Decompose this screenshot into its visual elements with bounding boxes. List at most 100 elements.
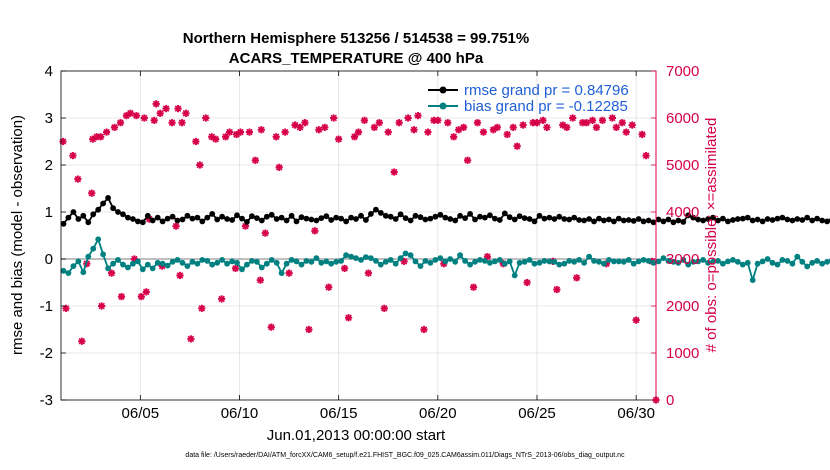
- obs-point: [196, 161, 204, 169]
- rmse-point: [492, 215, 498, 222]
- obs-point: [642, 152, 650, 160]
- bias-point: [487, 259, 493, 266]
- obs-point: [592, 123, 601, 131]
- bias-point: [576, 257, 582, 263]
- bias-point: [754, 260, 761, 267]
- obs-point: [582, 119, 591, 127]
- x-tick-label: 06/30: [617, 405, 655, 422]
- bias-point: [209, 261, 216, 268]
- bias-point: [154, 259, 161, 266]
- rmse-point: [749, 217, 756, 224]
- rmse-point: [105, 195, 111, 201]
- bias-point: [581, 259, 587, 266]
- y-tick-label: -2: [40, 345, 53, 362]
- bias-point: [417, 263, 424, 269]
- bias-point: [249, 258, 255, 264]
- rmse-point: [576, 217, 582, 223]
- rmse-point: [273, 216, 280, 222]
- bias-point: [531, 260, 538, 267]
- bias-point: [611, 258, 617, 265]
- obs-point: [330, 114, 338, 122]
- rmse-point: [120, 211, 126, 218]
- obs-point: [296, 123, 304, 131]
- bias-point: [159, 260, 166, 267]
- y-axis-label: rmse and bias (model - observation): [9, 115, 26, 355]
- y-tick-label: 2: [45, 157, 53, 174]
- rmse-point: [690, 214, 697, 221]
- bias-point: [219, 257, 226, 263]
- rmse-point: [551, 216, 558, 222]
- obs-point: [176, 271, 184, 280]
- bias-point: [258, 264, 265, 271]
- bias-point: [615, 258, 622, 265]
- bias-point: [720, 260, 726, 267]
- bias-point: [591, 258, 597, 264]
- obs-point: [360, 116, 369, 124]
- rmse-point: [179, 216, 186, 223]
- bias-point: [110, 260, 116, 267]
- obs-point: [103, 128, 111, 136]
- bias-point: [774, 261, 781, 268]
- rmse-point: [144, 212, 151, 219]
- bias-point: [442, 258, 449, 265]
- bias-point: [784, 258, 791, 264]
- rmse-point: [615, 215, 622, 222]
- rmse-point: [665, 216, 672, 223]
- bias-point: [764, 256, 771, 262]
- bias-point: [506, 258, 513, 265]
- bias-point: [734, 258, 741, 265]
- obs-point: [218, 295, 226, 303]
- rmse-point: [606, 216, 612, 223]
- bias-point: [625, 257, 632, 263]
- bias-point: [90, 245, 97, 252]
- obs-point: [69, 152, 77, 160]
- bias-point: [482, 258, 488, 264]
- bias-point: [640, 257, 647, 263]
- bias-point: [606, 257, 612, 263]
- rmse-point: [174, 217, 181, 224]
- bias-point: [620, 258, 627, 265]
- y-tick-label: 4: [45, 63, 53, 80]
- obs-point: [152, 100, 160, 108]
- rmse-point: [660, 218, 667, 225]
- rmse-point: [442, 214, 449, 221]
- rmse-point: [412, 212, 419, 219]
- obs-point: [251, 156, 259, 164]
- bias-point: [70, 263, 77, 269]
- bias-point: [179, 259, 186, 266]
- bias-point: [725, 258, 731, 265]
- rmse-point: [402, 215, 409, 222]
- rmse-point: [283, 217, 290, 224]
- rmse-point: [135, 218, 141, 225]
- rmse-point: [779, 214, 786, 221]
- obs-point: [202, 114, 210, 122]
- bias-point: [700, 257, 706, 263]
- rmse-point: [239, 215, 245, 222]
- bias-point: [120, 261, 126, 268]
- bias-point: [601, 260, 607, 267]
- bias-point: [730, 257, 736, 263]
- rmse-point: [764, 216, 771, 222]
- obs-point: [460, 123, 468, 131]
- bias-point: [799, 258, 806, 265]
- rmse-point: [258, 217, 265, 224]
- rmse-point: [224, 216, 231, 222]
- rmse-point: [675, 217, 682, 224]
- obs-point: [370, 123, 378, 131]
- bias-point: [660, 255, 667, 261]
- bias-point: [452, 258, 459, 265]
- obs-point: [198, 304, 206, 312]
- rmse-point: [308, 216, 315, 223]
- rmse-point: [630, 218, 637, 224]
- bias-point: [472, 258, 478, 265]
- rmse-point: [635, 216, 642, 222]
- bias-point: [566, 258, 573, 264]
- rmse-point: [710, 214, 716, 221]
- rmse-point: [313, 217, 320, 224]
- bias-point: [447, 256, 454, 262]
- bias-point: [809, 259, 816, 266]
- bias-point: [224, 260, 231, 267]
- obs-point: [281, 128, 289, 136]
- obs-point: [267, 323, 275, 331]
- rmse-point: [149, 217, 156, 224]
